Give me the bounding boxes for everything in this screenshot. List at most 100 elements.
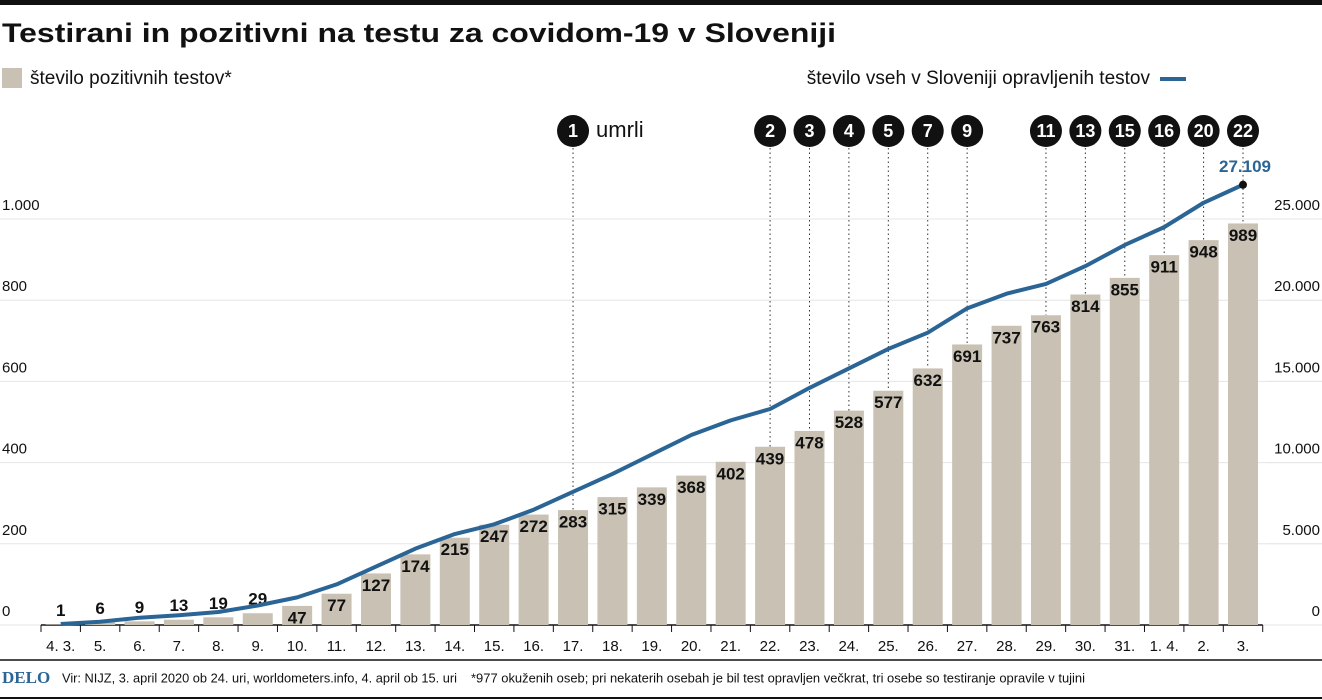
death-count: 9 bbox=[962, 121, 972, 141]
x-tick-label: 26. bbox=[917, 638, 938, 655]
bar-value-label: 283 bbox=[559, 513, 587, 532]
bar bbox=[203, 617, 234, 625]
chart-title: Testirani in pozitivni na testu za covid… bbox=[2, 18, 836, 48]
x-tick-label: 9. bbox=[251, 638, 264, 655]
bar-value-label: 19 bbox=[209, 594, 228, 613]
bar bbox=[518, 514, 549, 625]
legend-label: število vseh v Sloveniji opravljenih tes… bbox=[807, 68, 1151, 89]
y-tick-label: 800 bbox=[2, 278, 27, 295]
x-tick-label: 15. bbox=[484, 638, 505, 655]
death-marker bbox=[1069, 115, 1102, 147]
bar bbox=[912, 368, 943, 625]
bar bbox=[321, 593, 352, 625]
x-tick-label: 6. bbox=[133, 638, 146, 655]
bar bbox=[282, 605, 313, 625]
bar-value-label: 215 bbox=[441, 540, 469, 559]
bar bbox=[558, 510, 589, 625]
x-tick-label: 11. bbox=[327, 638, 347, 655]
bar bbox=[755, 446, 786, 625]
bar-value-label: 855 bbox=[1111, 280, 1139, 299]
bar-value-label: 47 bbox=[288, 608, 307, 627]
x-tick-label: 17. bbox=[563, 638, 584, 655]
legend-swatch bbox=[2, 68, 22, 88]
y2-tick-label: 20.000 bbox=[1274, 278, 1320, 295]
x-tick-label: 30. bbox=[1075, 638, 1096, 655]
x-tick-label: 20. bbox=[681, 638, 702, 655]
bar bbox=[400, 554, 431, 625]
bar bbox=[597, 497, 628, 625]
legend-label: število pozitivnih testov* bbox=[30, 68, 232, 89]
death-count: 2 bbox=[765, 121, 775, 141]
death-count: 11 bbox=[1036, 121, 1055, 141]
bar bbox=[124, 621, 155, 625]
x-tick-label: 23. bbox=[799, 638, 820, 655]
death-count: 13 bbox=[1075, 121, 1095, 141]
bar bbox=[439, 537, 470, 625]
death-marker bbox=[911, 115, 944, 147]
bar-value-label: 315 bbox=[598, 500, 626, 519]
bar bbox=[1070, 294, 1101, 625]
x-tick-label: 27. bbox=[957, 638, 978, 655]
death-label: umrli bbox=[596, 117, 644, 142]
top-rule bbox=[0, 0, 1322, 5]
death-marker bbox=[1187, 115, 1220, 147]
death-count: 3 bbox=[804, 121, 814, 141]
bar-value-label: 402 bbox=[716, 464, 744, 483]
bar bbox=[833, 410, 864, 625]
bar-value-label: 77 bbox=[327, 596, 346, 615]
bar bbox=[873, 390, 904, 625]
bar-value-label: 989 bbox=[1229, 226, 1257, 245]
bar-value-label: 577 bbox=[874, 393, 902, 412]
x-tick-label: 24. bbox=[838, 638, 859, 655]
death-marker bbox=[1148, 115, 1181, 147]
bar-value-label: 737 bbox=[992, 328, 1020, 347]
x-tick-label: 1. 4. bbox=[1150, 638, 1179, 655]
bar-value-label: 368 bbox=[677, 478, 705, 497]
x-tick-label: 28. bbox=[996, 638, 1017, 655]
y2-tick-label: 0 bbox=[1312, 603, 1320, 620]
x-tick-label: 8. bbox=[212, 638, 225, 655]
death-count: 5 bbox=[883, 121, 893, 141]
death-count: 16 bbox=[1154, 121, 1174, 141]
x-tick-label: 7. bbox=[173, 638, 186, 655]
bar bbox=[676, 475, 707, 625]
bar bbox=[360, 573, 391, 625]
bar bbox=[1149, 255, 1180, 625]
bar-value-label: 911 bbox=[1150, 258, 1177, 277]
x-tick-label: 29. bbox=[1036, 638, 1057, 655]
x-tick-label: 13. bbox=[405, 638, 426, 655]
x-tick-label: 4. 3. bbox=[46, 638, 75, 655]
bar-value-label: 174 bbox=[401, 557, 430, 576]
death-count: 22 bbox=[1233, 121, 1253, 141]
y-tick-label: 600 bbox=[2, 359, 27, 376]
bar bbox=[715, 461, 746, 625]
death-count: 7 bbox=[923, 121, 933, 141]
death-marker bbox=[557, 115, 590, 147]
bar-value-label: 439 bbox=[756, 449, 784, 468]
y-tick-label: 0 bbox=[2, 603, 10, 620]
death-marker bbox=[1108, 115, 1141, 147]
bar-value-label: 763 bbox=[1032, 318, 1060, 337]
bar-value-label: 814 bbox=[1071, 297, 1100, 316]
x-tick-label: 10. bbox=[287, 638, 308, 655]
death-marker bbox=[1227, 115, 1260, 147]
bar-value-label: 478 bbox=[795, 433, 823, 452]
bar bbox=[991, 325, 1022, 625]
death-count: 20 bbox=[1194, 121, 1214, 141]
bar-value-label: 632 bbox=[914, 371, 942, 390]
x-tick-label: 21. bbox=[720, 638, 741, 655]
death-marker bbox=[1029, 115, 1062, 147]
x-tick-label: 3. bbox=[1237, 638, 1250, 655]
y-tick-label: 1.000 bbox=[2, 197, 40, 214]
bar-value-label: 127 bbox=[362, 576, 390, 595]
bar-value-label: 272 bbox=[519, 517, 547, 536]
bar-value-label: 691 bbox=[953, 347, 981, 366]
y2-tick-label: 15.000 bbox=[1274, 359, 1320, 376]
line-value-label: 27.109 bbox=[1219, 157, 1271, 176]
y2-tick-label: 25.000 bbox=[1274, 197, 1320, 214]
y2-tick-label: 5.000 bbox=[1282, 522, 1320, 539]
bar bbox=[636, 487, 667, 625]
bar-value-label: 247 bbox=[480, 527, 508, 546]
